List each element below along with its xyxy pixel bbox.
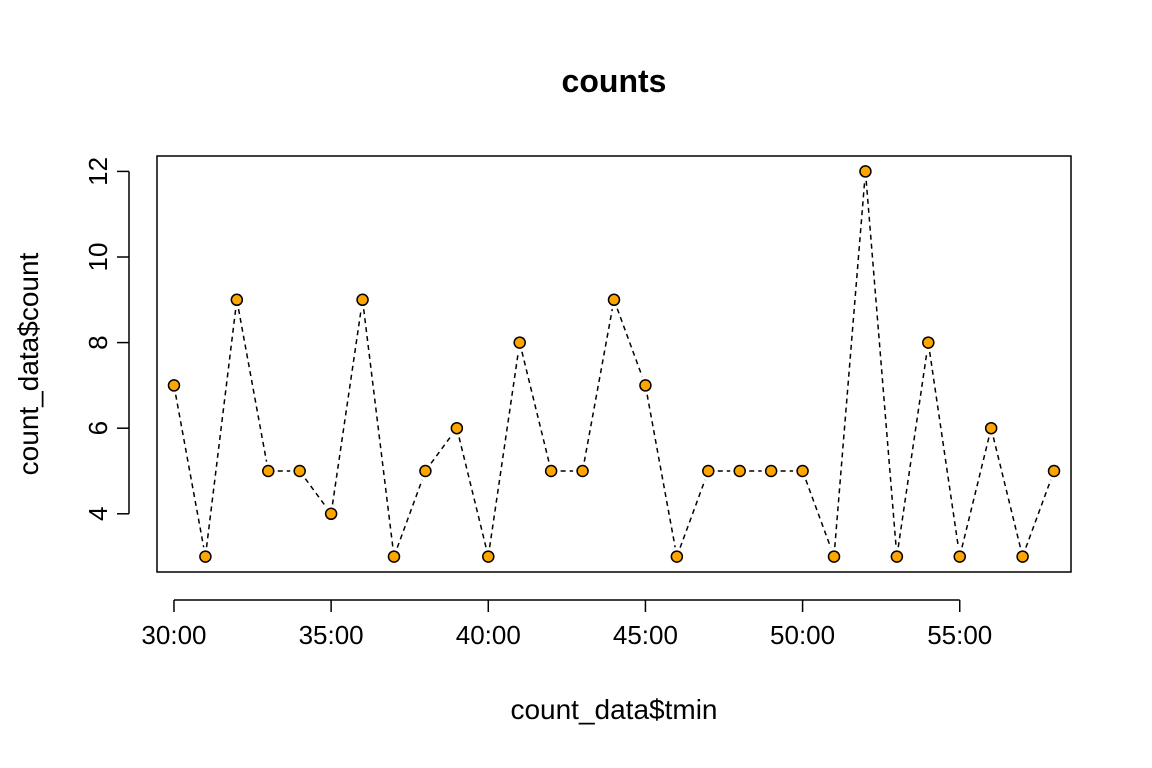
y-tick-label: 8	[83, 335, 113, 349]
data-point	[859, 165, 872, 178]
series-line-segment	[583, 309, 614, 462]
series-line-segment	[1025, 479, 1052, 548]
y-tick-label: 10	[83, 243, 113, 272]
data-point	[796, 464, 809, 478]
series-line-segment	[679, 479, 706, 548]
y-tick-label: 6	[83, 421, 113, 435]
series-line-segment	[992, 437, 1022, 548]
data-point	[607, 293, 621, 307]
series-line-segment	[237, 309, 268, 462]
y-tick-label: 12	[83, 157, 113, 186]
series-line-segment	[205, 309, 237, 548]
x-tick-label: 50:00	[770, 620, 835, 650]
series-line-segment	[897, 351, 928, 548]
y-axis-label: count_data$count	[13, 252, 44, 475]
series-line-segment	[174, 394, 205, 548]
series-line-segment	[805, 479, 832, 548]
series-line-segment	[616, 308, 643, 377]
x-tick-label: 30:00	[141, 620, 206, 650]
data-point	[827, 550, 841, 563]
x-axis: 30:00 35:00 40:00 45:00 50:00 55:00	[141, 599, 992, 650]
x-tick-label: 40:00	[456, 620, 521, 650]
data-point	[544, 464, 558, 478]
plot-box	[156, 155, 1072, 573]
data-point	[702, 464, 715, 478]
data-point	[1016, 550, 1029, 563]
x-tick-label: 45:00	[613, 620, 678, 650]
series-points-group	[167, 165, 1061, 563]
series-line-segment	[961, 437, 990, 548]
data-point	[1047, 464, 1061, 478]
series-line-segment	[331, 309, 362, 505]
series-line-group	[174, 180, 1052, 548]
chart-title: counts	[562, 63, 667, 99]
x-axis-label: count_data$tmin	[510, 694, 717, 725]
x-tick-label: 55:00	[927, 620, 992, 650]
series-line-segment	[646, 394, 676, 548]
data-point	[324, 507, 338, 521]
data-point	[670, 550, 684, 563]
data-point	[482, 550, 495, 563]
series-line-segment	[928, 351, 960, 548]
data-point	[984, 421, 998, 435]
series-line-segment	[865, 180, 897, 548]
data-point	[262, 464, 275, 478]
series-line-segment	[834, 180, 866, 548]
series-line-segment	[458, 437, 487, 548]
x-tick-label: 35:00	[299, 620, 364, 650]
series-line-segment	[396, 479, 423, 548]
series-line-segment	[362, 309, 394, 548]
data-point	[953, 550, 966, 563]
y-tick-label: 4	[83, 507, 113, 521]
data-point	[764, 464, 778, 478]
series-line-segment	[521, 351, 550, 462]
data-point	[639, 379, 652, 392]
data-point	[922, 336, 935, 349]
data-point	[513, 336, 526, 349]
data-point	[199, 550, 212, 563]
series-line-segment	[430, 435, 452, 464]
series-line-segment	[304, 478, 327, 507]
data-point	[230, 293, 244, 307]
data-point	[733, 464, 746, 478]
series-line-segment	[488, 351, 520, 548]
data-point	[450, 421, 464, 435]
data-point	[293, 464, 306, 478]
data-point	[356, 293, 369, 307]
data-point	[576, 464, 589, 478]
data-point	[419, 464, 432, 478]
data-point	[890, 550, 904, 563]
y-axis: 4 6 8 10 12	[83, 157, 130, 521]
data-point	[167, 379, 181, 392]
data-point	[387, 550, 401, 563]
